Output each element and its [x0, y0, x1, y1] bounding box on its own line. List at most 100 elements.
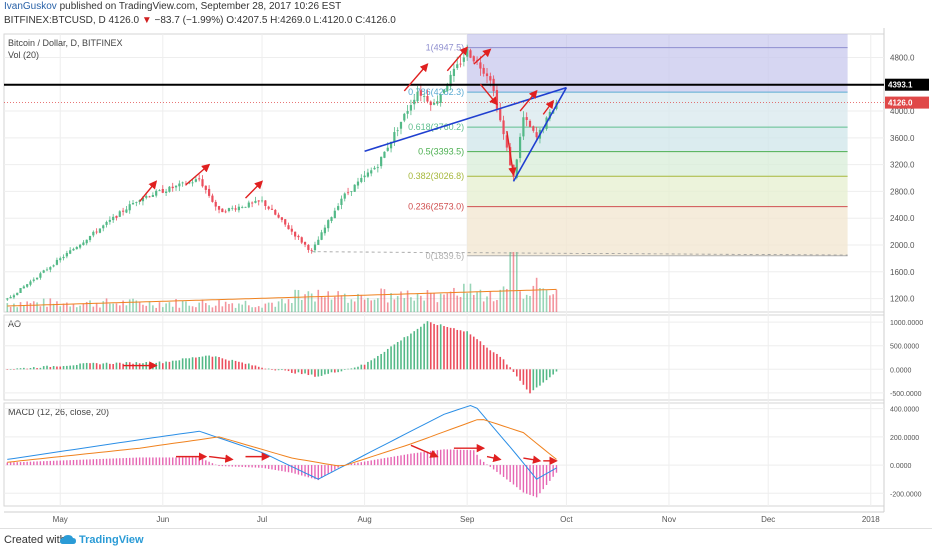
author-link[interactable]: IvanGuskov — [4, 1, 57, 12]
volume-bar — [327, 291, 330, 312]
volume-bar — [161, 307, 164, 312]
candle-body — [403, 113, 406, 121]
trendline — [512, 87, 568, 182]
tradingview-logo[interactable]: TradingView — [60, 529, 144, 551]
macd-histogram-bar — [357, 462, 359, 466]
candle-body — [178, 183, 181, 187]
macd-histogram-bar — [69, 460, 71, 466]
macd-histogram-bar — [446, 449, 449, 466]
macd-histogram-bar — [172, 457, 174, 466]
volume-bar — [297, 290, 300, 312]
change-arrow-icon: ▼ — [141, 15, 152, 26]
ao-bar — [161, 363, 164, 370]
ao-bar — [486, 347, 488, 370]
ao-bar — [185, 358, 187, 370]
macd-histogram-bar — [238, 465, 240, 467]
volume-bar — [390, 293, 392, 312]
volume-bar — [29, 303, 32, 312]
candle-body — [26, 284, 29, 287]
macd-histogram-bar — [205, 460, 207, 466]
volume-bar — [148, 301, 151, 312]
fib-zone — [467, 176, 848, 207]
ao-bar — [476, 339, 478, 370]
volume-bar — [85, 301, 88, 312]
volume-bar — [291, 303, 293, 312]
candle-body — [479, 62, 482, 69]
macd-histogram-bar — [39, 461, 42, 466]
volume-bar — [469, 283, 472, 312]
macd-histogram-bar — [99, 458, 101, 466]
candle-body — [6, 298, 9, 300]
ao-bar — [525, 369, 528, 390]
macd-histogram-bar — [363, 461, 366, 466]
ao-bar — [122, 363, 124, 370]
macd-histogram-bar — [9, 462, 12, 466]
macd-histogram-bar — [109, 458, 111, 466]
macd-histogram-bar — [403, 454, 406, 466]
volume-bar — [410, 297, 412, 312]
candle-body — [201, 179, 204, 187]
ao-bar — [370, 360, 373, 370]
time-tick-label: Dec — [761, 515, 775, 524]
macd-histogram-bar — [224, 465, 227, 467]
candle-body — [416, 91, 419, 102]
volume-bar — [479, 289, 482, 312]
volume-bar — [370, 300, 373, 312]
price-label-text: 4126.0 — [888, 99, 913, 108]
volume-bar — [486, 296, 488, 312]
ao-bar — [165, 361, 167, 370]
macd-histogram-bar — [383, 458, 386, 466]
annotation-arrow — [542, 99, 555, 115]
macd-histogram-bar — [162, 457, 164, 466]
macd-histogram-bar — [198, 457, 200, 466]
macd-histogram-bar — [234, 465, 237, 467]
chart-area[interactable]: 1200.0 1600.0 2000.0 2400.0 2800.0 3200.0 3600… — [0, 28, 932, 528]
ao-bar — [512, 369, 515, 372]
macd-histogram-bar — [486, 464, 488, 466]
ao-bar — [238, 361, 240, 370]
volume-bar — [23, 305, 25, 312]
ao-bar — [115, 362, 118, 370]
ao-bar — [449, 327, 452, 370]
ao-bar — [522, 369, 525, 385]
volume-bar — [317, 289, 320, 312]
ao-bar — [291, 369, 293, 373]
macd-histogram-bar — [307, 465, 310, 478]
candle-body — [409, 105, 413, 111]
volume-bar — [519, 291, 521, 312]
candle-body — [290, 228, 293, 232]
candle-body — [393, 132, 396, 143]
candle-body — [158, 190, 161, 191]
macd-histogram-bar — [148, 457, 151, 466]
ao-bar — [49, 367, 52, 370]
macd-histogram-bar — [125, 457, 128, 466]
candle-body — [95, 231, 98, 233]
price-tick-label: 3200.0 — [890, 161, 915, 170]
candle-body — [244, 206, 247, 208]
volume-bar — [75, 307, 78, 312]
candle-body — [330, 217, 333, 221]
volume-bar — [267, 302, 270, 312]
volume-bar — [393, 299, 396, 312]
macd-histogram-bar — [439, 449, 442, 466]
ao-bar — [72, 365, 75, 370]
candle-body — [108, 219, 111, 222]
candle-body — [241, 207, 244, 209]
candle-body — [366, 172, 370, 177]
candle-body — [515, 159, 518, 178]
candle-body — [294, 231, 297, 237]
ao-bar — [19, 368, 22, 370]
macd-histogram-bar — [281, 465, 283, 472]
candle-body — [264, 200, 267, 207]
macd-histogram-bar — [516, 465, 518, 488]
candle-body — [525, 117, 528, 120]
ohlc-line: BITFINEX:BTCUSD, D 4126.0 ▼ −83.7 (−1.99… — [4, 14, 396, 28]
volume-bar — [99, 307, 101, 312]
fibonacci-retracement: 1(4947.5) 0.786(4282.3) 0.618(3760.2) 0.5(3… — [408, 34, 848, 261]
macd-histogram-bar — [178, 457, 181, 466]
candle-body — [449, 74, 452, 87]
macd-histogram-bar — [188, 457, 190, 466]
volume-bar — [218, 300, 220, 312]
volume-bar — [377, 298, 379, 312]
macd-histogram-bar — [165, 457, 167, 466]
